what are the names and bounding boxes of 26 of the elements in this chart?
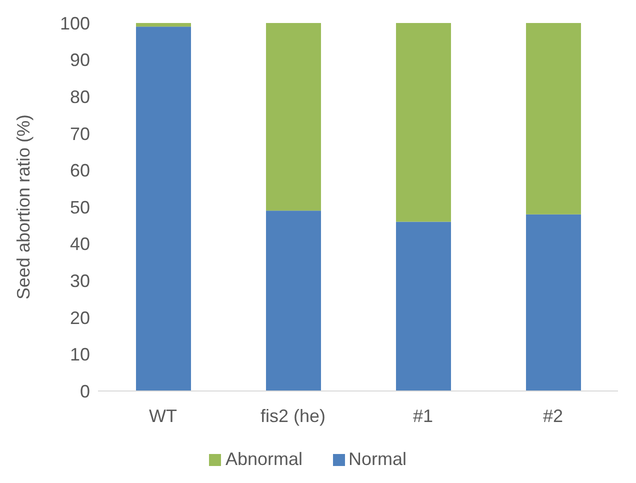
bar — [526, 23, 581, 214]
y-tick-label: 40 — [70, 234, 90, 254]
y-tick-label: 80 — [70, 86, 90, 107]
x-tick-label: WT — [149, 406, 177, 426]
x-tick-label: #2 — [542, 406, 564, 426]
y-tick-label: 50 — [70, 197, 90, 218]
y-tick-label: 0 — [80, 381, 90, 402]
bar — [526, 214, 581, 391]
legend-label: Abnormal — [225, 449, 303, 469]
y-tick-label: 20 — [70, 308, 90, 328]
bar — [266, 23, 321, 211]
bar — [266, 210, 321, 391]
x-tick-label: #1 — [412, 406, 434, 426]
y-tick-label: 10 — [70, 344, 90, 365]
legend-label: Normal — [348, 449, 407, 469]
y-tick-label: 90 — [70, 50, 90, 70]
bar — [136, 23, 191, 27]
y-tick-label: 60 — [70, 160, 90, 181]
bar — [136, 26, 191, 391]
y-axis-title: Seed abortion ratio (%) — [13, 114, 34, 300]
bar — [396, 222, 451, 391]
x-tick-label: fis2 (he) — [260, 406, 326, 426]
y-tick-label: 30 — [70, 270, 90, 291]
y-tick-label: 70 — [70, 124, 90, 144]
y-tick-label: 100 — [60, 13, 90, 34]
bar — [396, 23, 451, 222]
